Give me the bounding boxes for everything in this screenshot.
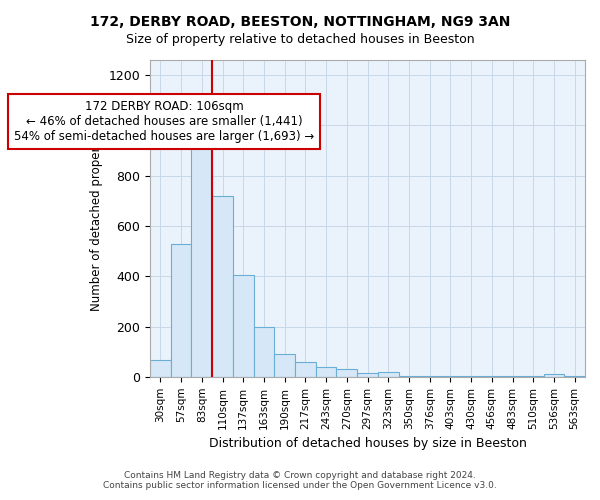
Bar — [212, 196, 233, 377]
Bar — [378, 372, 398, 377]
Bar — [254, 326, 274, 377]
Bar — [337, 370, 357, 377]
Bar — [461, 376, 481, 377]
Y-axis label: Number of detached properties: Number of detached properties — [90, 126, 103, 312]
Bar — [274, 354, 295, 377]
Text: 172 DERBY ROAD: 106sqm
← 46% of detached houses are smaller (1,441)
54% of semi-: 172 DERBY ROAD: 106sqm ← 46% of detached… — [14, 100, 314, 143]
Bar — [419, 376, 440, 377]
Bar — [564, 376, 585, 377]
Bar — [150, 360, 171, 377]
Bar — [295, 362, 316, 377]
Bar — [502, 376, 523, 377]
Bar — [481, 376, 502, 377]
Bar — [316, 367, 337, 377]
Bar — [357, 373, 378, 377]
Text: Contains HM Land Registry data © Crown copyright and database right 2024.
Contai: Contains HM Land Registry data © Crown c… — [103, 470, 497, 490]
Bar — [544, 374, 564, 377]
Bar — [523, 376, 544, 377]
Text: Size of property relative to detached houses in Beeston: Size of property relative to detached ho… — [125, 32, 475, 46]
Text: 172, DERBY ROAD, BEESTON, NOTTINGHAM, NG9 3AN: 172, DERBY ROAD, BEESTON, NOTTINGHAM, NG… — [90, 15, 510, 29]
Bar — [398, 376, 419, 377]
Bar — [171, 244, 191, 377]
Bar — [440, 376, 461, 377]
X-axis label: Distribution of detached houses by size in Beeston: Distribution of detached houses by size … — [209, 437, 526, 450]
Bar — [191, 126, 212, 377]
Bar — [233, 275, 254, 377]
